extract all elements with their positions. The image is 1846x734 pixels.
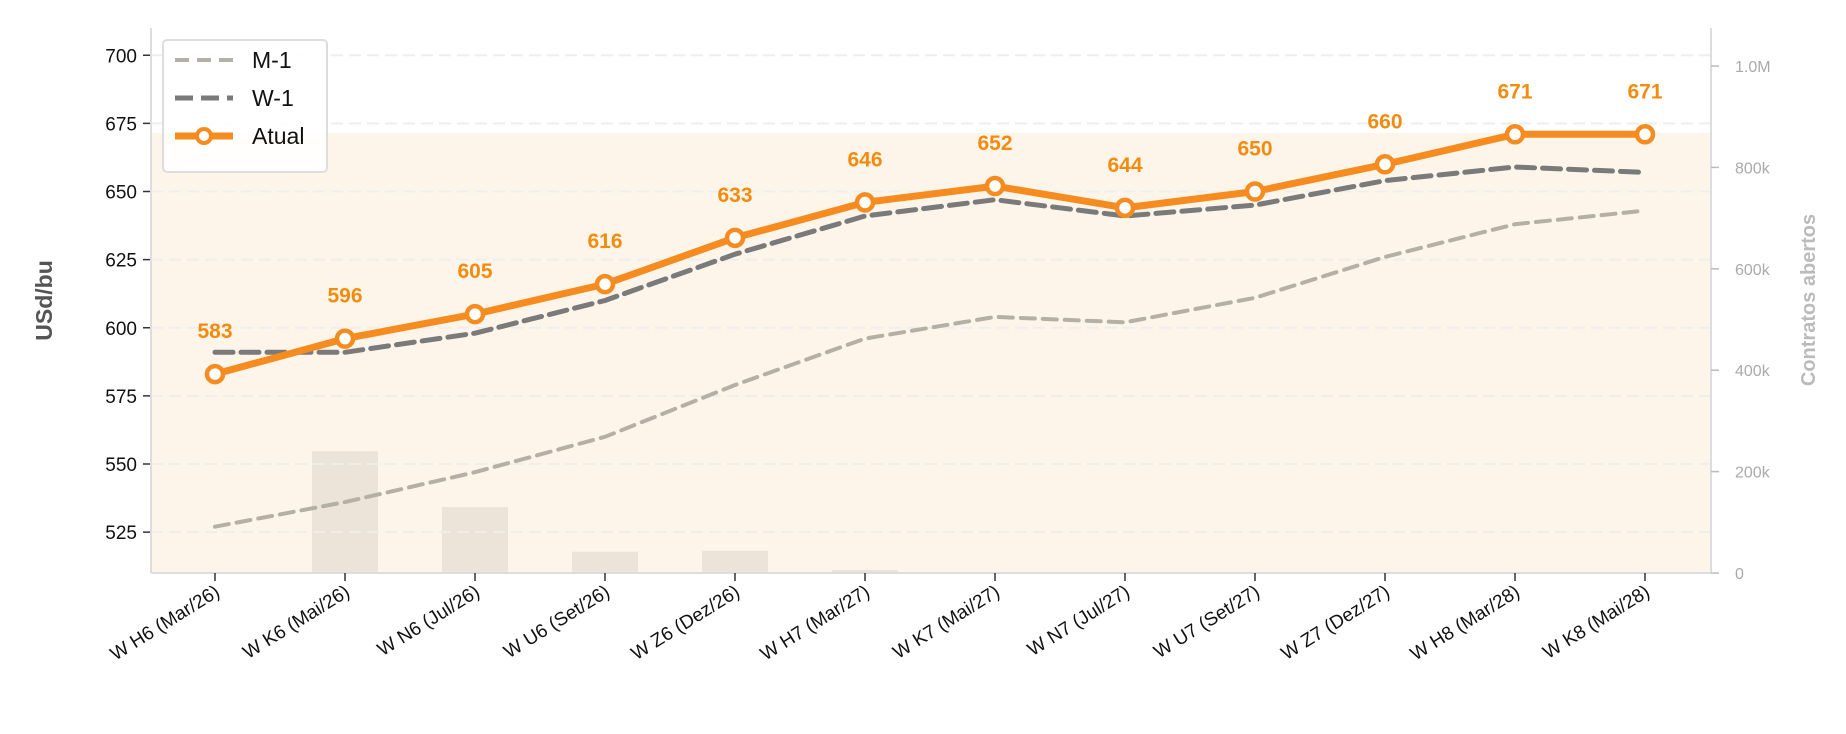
x-tick-label: W K6 (Mai/26) xyxy=(240,581,354,663)
x-tick-label: W K7 (Mai/27) xyxy=(890,581,1004,663)
x-axis: W H6 (Mar/26) W K6 (Mai/26) W N6 (Jul/26) W… xyxy=(107,572,1711,665)
data-point xyxy=(334,328,356,349)
x-tick-label: W U6 (Set/26) xyxy=(500,581,613,663)
data-point xyxy=(1504,124,1526,145)
data-point xyxy=(1634,124,1656,145)
open-interest-bar xyxy=(572,551,638,573)
data-point xyxy=(984,175,1006,197)
y-tick-label: 650 xyxy=(105,183,137,204)
x-tick-label: W N7 (Jul/27) xyxy=(1024,581,1134,660)
y2-axis: 0 200k 400k 600k 800k 1.0M xyxy=(1710,28,1771,583)
y2-axis-title: Contratos abertos xyxy=(1798,214,1820,386)
y-tick-label: 550 xyxy=(105,455,137,476)
series-atual: 583 596 605 616 633 646 652 644 650 660 671 671 xyxy=(197,80,1663,385)
data-point xyxy=(854,192,876,213)
y-axis-title: USd/bu xyxy=(31,260,57,341)
series-m-1 xyxy=(213,208,1647,529)
series-line xyxy=(211,130,1649,378)
x-tick-label: W K8 (Mai/28) xyxy=(1540,581,1654,663)
legend-marker xyxy=(195,127,213,145)
data-label: 644 xyxy=(1107,154,1142,177)
y2-tick-label: 1.0M xyxy=(1735,59,1771,76)
data-label: 646 xyxy=(847,148,882,171)
y2-tick-label: 400k xyxy=(1735,363,1771,380)
y2-tick-label: 200k xyxy=(1735,465,1771,482)
open-interest-bar xyxy=(832,569,898,573)
data-label: 605 xyxy=(457,260,492,283)
data-point xyxy=(464,303,486,325)
data-point xyxy=(1114,197,1136,219)
open-interest-layer xyxy=(151,132,1711,573)
data-label: 596 xyxy=(327,285,362,308)
data-point xyxy=(724,227,746,249)
open-interest-bar xyxy=(702,550,768,573)
y-tick-label: 625 xyxy=(105,251,137,272)
y-tick-label: 675 xyxy=(105,114,137,135)
y-tick-label: 525 xyxy=(105,523,137,544)
open-interest-bar xyxy=(442,507,508,573)
data-point xyxy=(1374,154,1396,175)
data-label: 652 xyxy=(977,132,1012,155)
open-interest-bar xyxy=(312,451,378,573)
y-tick-label: 700 xyxy=(105,46,137,67)
series-w-1 xyxy=(212,164,1648,355)
y2-tick-label: 800k xyxy=(1735,160,1771,177)
data-point xyxy=(1244,181,1266,202)
y2-tick-label: 0 xyxy=(1735,566,1744,583)
x-tick-label: W H8 (Mar/28) xyxy=(1407,581,1524,665)
legend-label: W-1 xyxy=(252,85,294,111)
open-interest-area xyxy=(151,132,1711,573)
series-line xyxy=(213,208,1647,529)
data-label: 660 xyxy=(1367,110,1402,133)
y-tick-label: 575 xyxy=(105,387,137,408)
x-tick-label: W U7 (Set/27) xyxy=(1150,581,1263,663)
x-tick-label: W Z6 (Dez/26) xyxy=(628,581,744,664)
data-point xyxy=(594,273,616,295)
x-tick-label: W N6 (Jul/26) xyxy=(374,581,484,660)
data-label: 671 xyxy=(1497,80,1532,103)
series-line xyxy=(212,164,1648,355)
legend-label: M-1 xyxy=(252,47,292,73)
legend-label: Atual xyxy=(252,123,304,149)
legend: M-1 W-1 Atual xyxy=(162,39,328,173)
y2-tick-label: 600k xyxy=(1735,262,1771,279)
x-tick-label: W Z7 (Dez/27) xyxy=(1278,581,1394,664)
y-grid xyxy=(151,54,1711,534)
data-label: 671 xyxy=(1627,80,1662,103)
data-label: 583 xyxy=(197,320,232,343)
y-axis: 525 550 575 600 625 650 675 700 xyxy=(105,28,152,573)
data-label: 650 xyxy=(1237,138,1272,161)
x-tick-label: W H7 (Mar/27) xyxy=(757,581,874,665)
open-interest-area-first xyxy=(151,371,216,573)
data-label: 633 xyxy=(717,184,752,207)
data-label: 616 xyxy=(587,230,622,253)
x-tick-label: W H6 (Mar/26) xyxy=(107,581,224,665)
y-tick-label: 600 xyxy=(105,319,137,340)
data-point xyxy=(204,363,226,385)
